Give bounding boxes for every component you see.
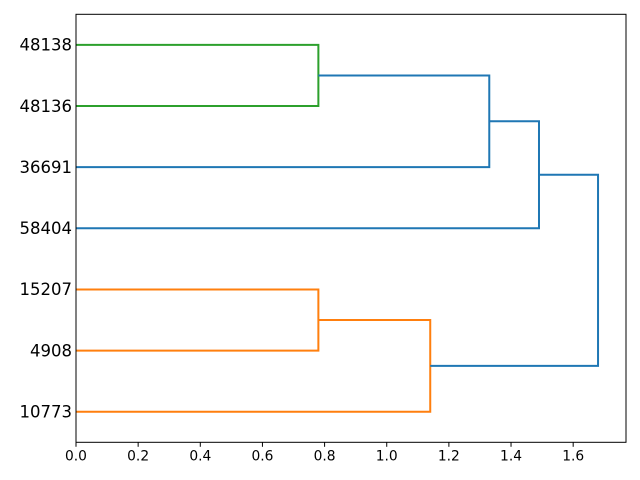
dendrogram-link: [76, 120, 540, 230]
y-tick-label: 4908: [30, 341, 72, 360]
x-tick-label: 0.2: [127, 449, 149, 465]
x-tick-label: 0.4: [189, 449, 211, 465]
x-tick-label: 1.6: [562, 449, 584, 465]
x-tick-label: 0.0: [65, 449, 87, 465]
y-tick-label: 15207: [20, 280, 73, 299]
x-tick-label: 1.0: [376, 449, 398, 465]
x-tick-label: 0.6: [251, 449, 273, 465]
dendrogram-link: [76, 319, 432, 413]
x-tick-label: 1.4: [500, 449, 522, 465]
y-tick-label: 10773: [20, 403, 73, 422]
y-tick-label: 48138: [20, 36, 73, 55]
plot-frame: [75, 13, 627, 443]
y-tick-label: 36691: [20, 158, 73, 177]
dendrogram-link: [430, 173, 600, 367]
y-tick-label: 48136: [20, 97, 73, 116]
y-tick-label: 58404: [20, 219, 73, 238]
x-tick-label: 0.8: [314, 449, 336, 465]
x-tick-label: 1.2: [438, 449, 460, 465]
